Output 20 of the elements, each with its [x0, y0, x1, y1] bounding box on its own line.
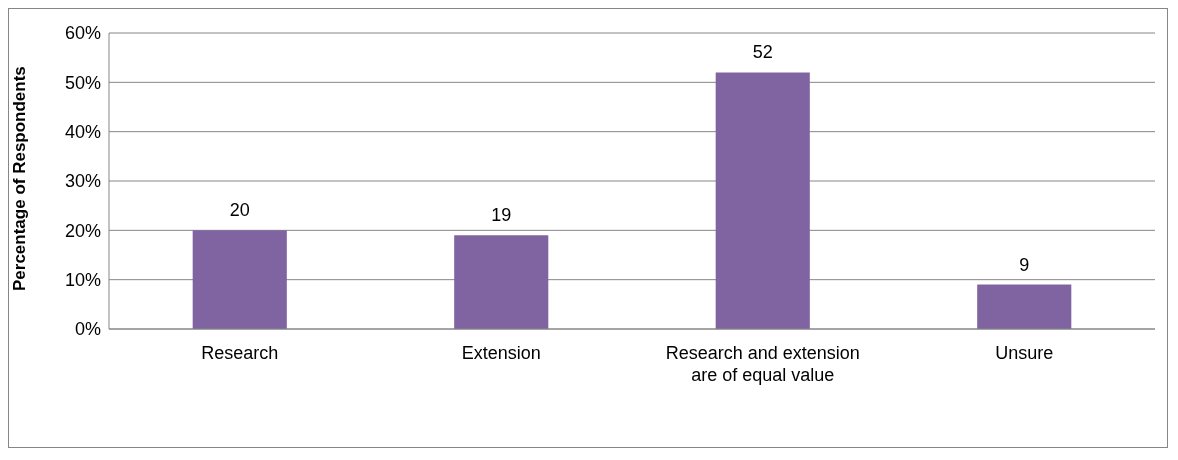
y-axis-title: Percentage of Respondents [10, 66, 30, 291]
x-tick-label: Unsure [995, 343, 1054, 363]
bar [715, 72, 810, 329]
data-label: 9 [1019, 254, 1030, 275]
y-tick-label: 20% [64, 220, 101, 241]
x-tick-label: Research and extension are of equal value [665, 343, 860, 385]
y-tick-label: 10% [64, 270, 101, 291]
bar [454, 235, 549, 329]
bar [977, 284, 1072, 329]
y-tick-label: 60% [64, 23, 101, 44]
x-tick-label: Research [201, 343, 279, 363]
data-label: 52 [752, 42, 773, 63]
bar [192, 230, 287, 329]
y-tick-label: 30% [64, 171, 101, 192]
y-tick-label: 40% [64, 122, 101, 143]
data-label: 20 [229, 200, 250, 221]
y-tick-label: 0% [74, 319, 101, 340]
data-label: 19 [491, 205, 512, 226]
y-tick-label: 50% [64, 72, 101, 93]
x-tick-label: Extension [461, 343, 541, 363]
